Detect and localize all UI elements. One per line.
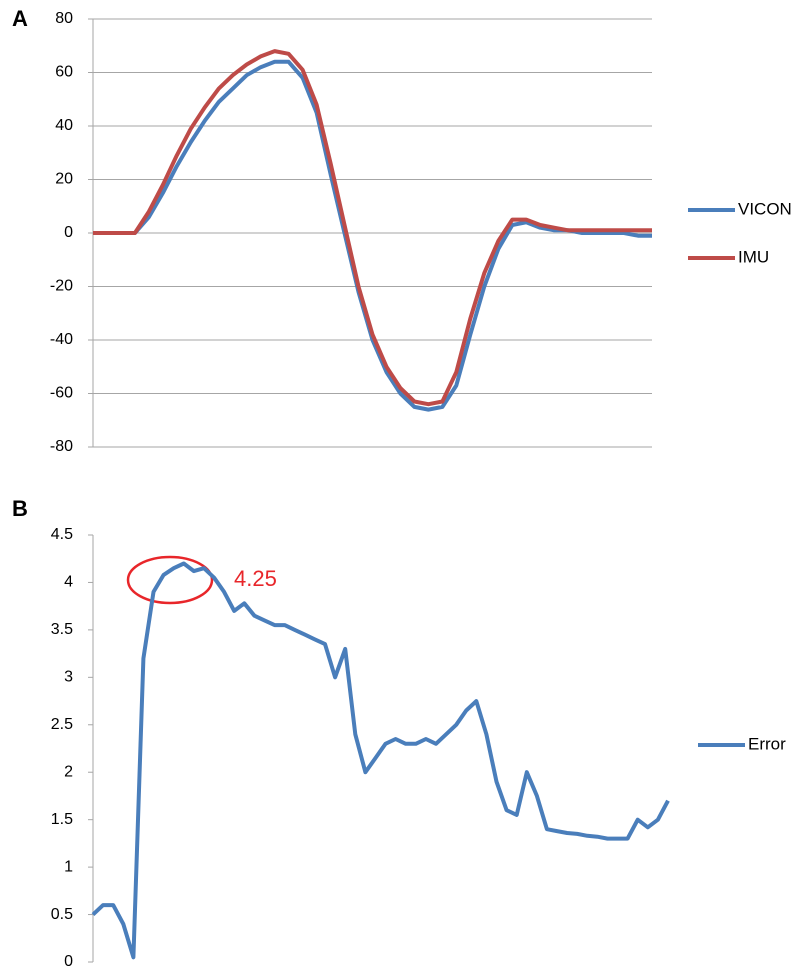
y-tick-label: 1.5: [51, 811, 73, 828]
y-tick-label: 1: [64, 858, 73, 875]
y-tick-label: -20: [50, 278, 73, 295]
panel-label: B: [12, 496, 28, 521]
series-line: [91, 561, 670, 960]
panel-label: A: [12, 6, 28, 31]
y-tick-label: 3.5: [51, 621, 73, 638]
highlight-ellipse: [126, 555, 214, 605]
y-tick-label: 2.5: [51, 716, 73, 733]
y-tick-label: 3: [64, 669, 73, 686]
y-tick-label: -80: [50, 438, 73, 455]
y-tick-label: 0.5: [51, 906, 73, 923]
y-tick-label: 4: [64, 574, 73, 591]
y-tick-label: 40: [55, 117, 73, 134]
y-tick-label: 2: [64, 763, 73, 780]
y-tick-label: -40: [50, 331, 73, 348]
y-tick-label: 60: [55, 64, 73, 81]
y-tick-label: 0: [64, 953, 73, 970]
y-tick-label: -60: [50, 385, 73, 402]
y-tick-label: 4.5: [51, 526, 73, 543]
legend-label: IMU: [738, 247, 769, 266]
legend-label: Error: [748, 734, 786, 753]
y-tick-label: 0: [64, 224, 73, 241]
y-tick-label: 20: [55, 171, 73, 188]
y-tick-label: 80: [55, 10, 73, 27]
series-line: [93, 49, 652, 407]
legend-label: VICON: [738, 199, 792, 218]
series-line: [93, 59, 652, 412]
annotation: 4.25: [234, 566, 277, 591]
